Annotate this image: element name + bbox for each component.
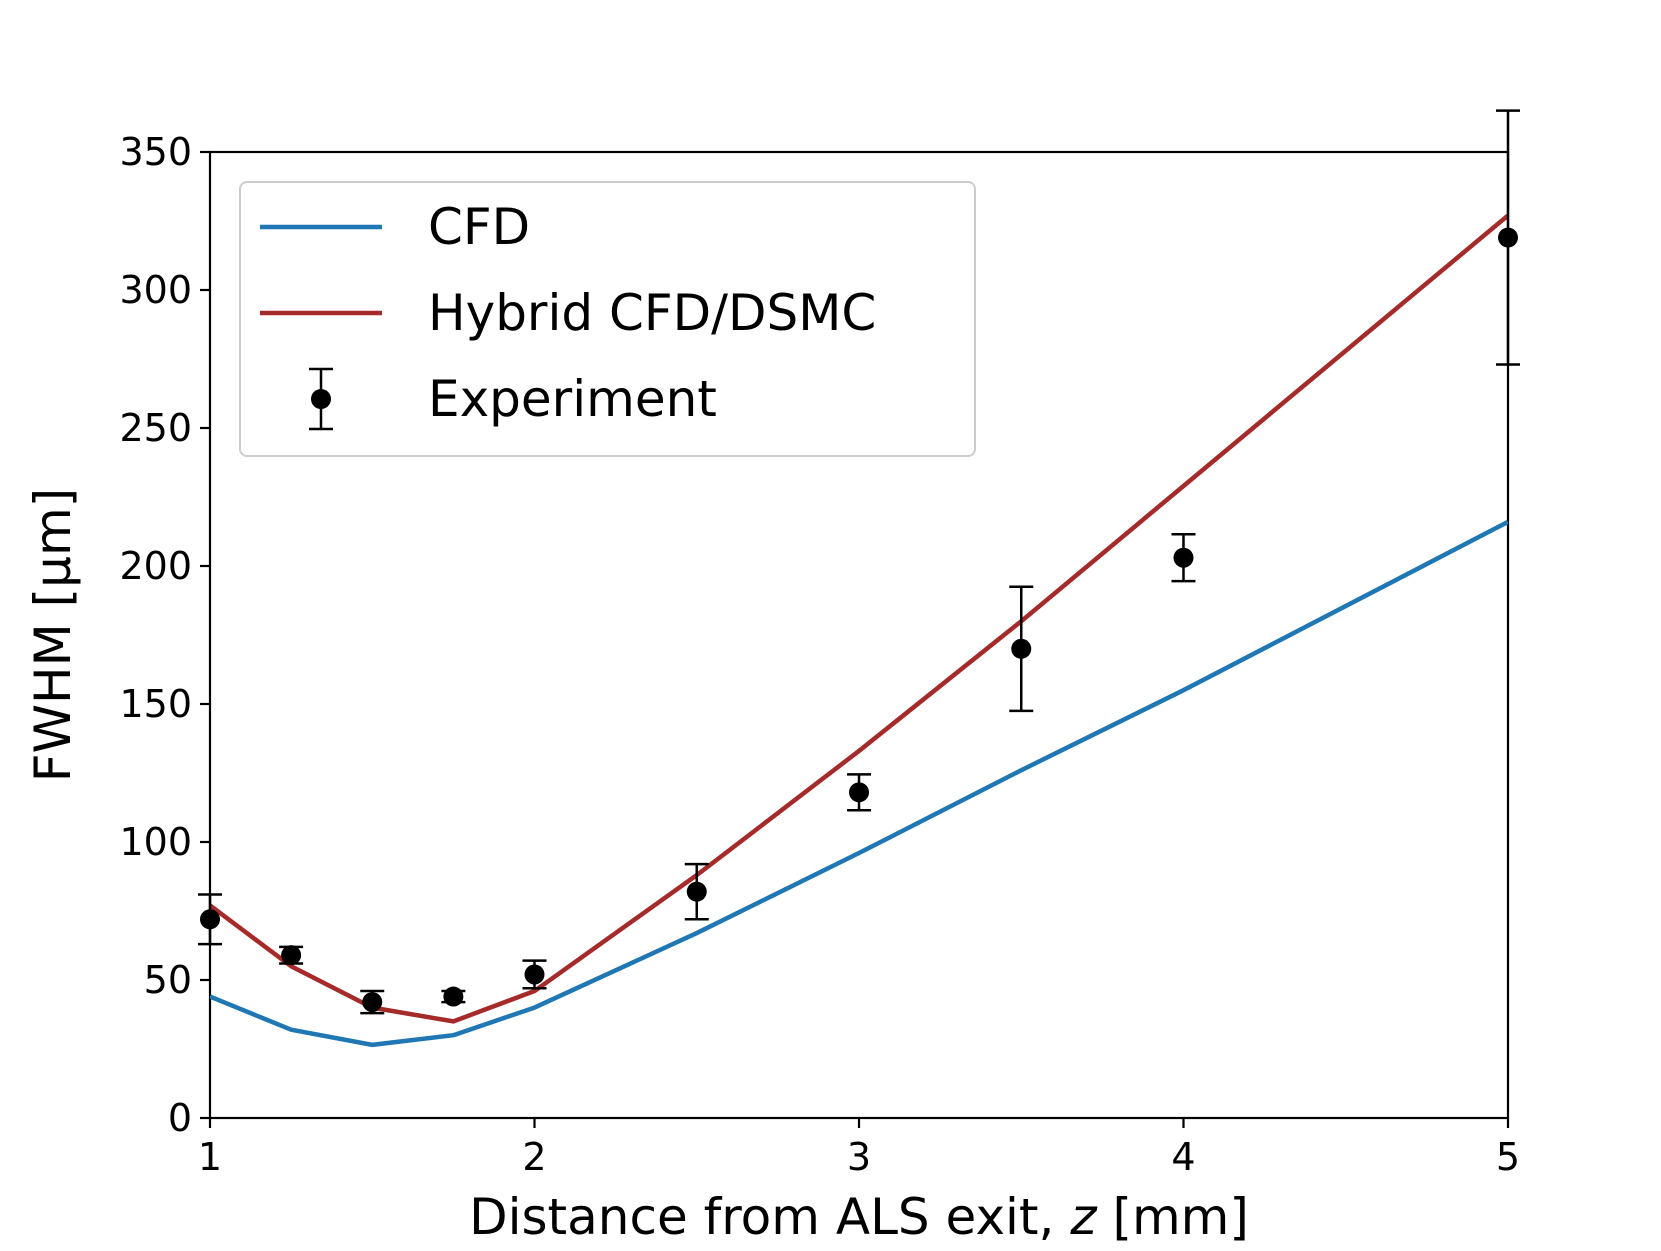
x-tick-label: 1 xyxy=(198,1135,222,1179)
data-marker xyxy=(686,881,707,902)
legend-marker xyxy=(311,389,331,409)
experiment-point xyxy=(847,773,871,812)
experiment-point xyxy=(1009,585,1034,713)
x-tick-label: 2 xyxy=(522,1135,546,1179)
experiment-point xyxy=(1496,109,1520,366)
legend-box xyxy=(239,181,976,457)
experiment-point xyxy=(198,893,222,946)
x-tick-label: 4 xyxy=(1171,1135,1195,1179)
series-line-hybrid-cfd-dsmc xyxy=(210,213,1508,1024)
x-axis-label-unit: [mm] xyxy=(1097,1188,1249,1246)
data-marker xyxy=(1498,227,1518,248)
y-tick-label: 100 xyxy=(119,820,192,864)
legend-label: Experiment xyxy=(428,370,717,428)
data-marker xyxy=(200,909,220,930)
data-marker xyxy=(1011,638,1032,659)
experiment-point xyxy=(441,986,466,1007)
x-tick-label: 3 xyxy=(847,1135,871,1179)
x-axis-label-text: Distance from ALS exit, xyxy=(469,1188,1070,1246)
series-line-cfd xyxy=(210,519,1508,1048)
legend-label: Hybrid CFD/DSMC xyxy=(428,284,876,342)
experiment-point xyxy=(1171,533,1196,583)
y-tick-label: 150 xyxy=(119,682,192,726)
experiment-point xyxy=(360,989,385,1015)
x-tick-label: 5 xyxy=(1496,1135,1520,1179)
y-tick-label: 50 xyxy=(144,958,192,1002)
data-marker xyxy=(443,986,464,1007)
experiment-point xyxy=(684,862,709,921)
y-tick-label: 300 xyxy=(119,268,192,312)
data-marker xyxy=(849,782,869,803)
data-marker xyxy=(524,964,545,985)
experiment-point xyxy=(279,945,304,966)
y-tick-label: 200 xyxy=(119,544,192,588)
x-axis-label: Distance from ALS exit, z [mm] xyxy=(469,1188,1249,1246)
experiment-point xyxy=(522,959,547,990)
y-tick-label: 0 xyxy=(168,1096,192,1140)
data-marker xyxy=(281,945,302,966)
data-marker xyxy=(362,992,383,1013)
y-axis-label: FWHM [μm] xyxy=(24,488,82,782)
legend-label: CFD xyxy=(428,198,530,256)
y-tick-label: 250 xyxy=(119,406,192,450)
data-marker xyxy=(1173,547,1194,568)
y-tick-label: 350 xyxy=(119,130,192,174)
x-axis-label-variable: z xyxy=(1069,1188,1098,1246)
